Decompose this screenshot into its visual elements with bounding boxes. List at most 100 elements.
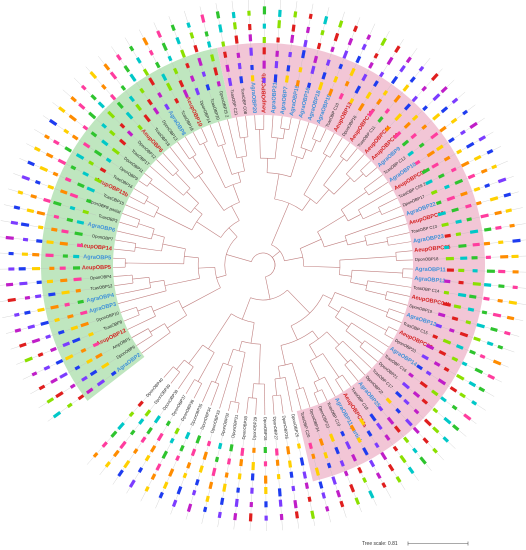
motif-block <box>137 124 143 131</box>
branch-line <box>350 282 367 286</box>
motif-block <box>484 227 492 232</box>
leaf-label: DponOBP30 <box>241 415 249 440</box>
motif-block <box>32 266 41 271</box>
leaf-label: AeupOBPC10b <box>261 73 267 113</box>
motif-block <box>512 238 521 243</box>
motif-block <box>344 80 350 87</box>
motif-block <box>60 278 68 283</box>
motif-block <box>381 482 387 489</box>
motif-block <box>295 80 300 87</box>
branch-line <box>347 240 367 246</box>
motif-block <box>483 283 492 287</box>
motif-block <box>349 483 356 493</box>
motif-block <box>412 391 421 399</box>
clade-band-green <box>40 47 232 401</box>
branch-line <box>198 175 225 211</box>
motif-block <box>5 235 14 240</box>
motif-block <box>104 461 111 468</box>
branch-line <box>335 316 350 328</box>
motif-block <box>274 61 279 69</box>
motif-block <box>421 398 429 405</box>
branch-line <box>358 189 394 211</box>
branch-line <box>284 256 303 262</box>
motif-block <box>451 97 459 104</box>
branch-line <box>228 227 238 238</box>
motif-block <box>368 61 374 69</box>
motif-block <box>117 469 124 477</box>
motif-block <box>94 177 102 184</box>
motif-block <box>367 109 375 117</box>
motif-block <box>191 489 197 496</box>
motif-block <box>305 26 311 34</box>
branch-line <box>120 306 137 313</box>
branch-line <box>153 300 179 312</box>
motif-block <box>405 418 413 427</box>
motif-block <box>262 47 266 55</box>
motif-block <box>59 372 68 379</box>
motif-block <box>418 142 425 149</box>
motif-block <box>75 153 85 160</box>
branch-line <box>274 378 277 396</box>
motif-block <box>186 22 191 28</box>
motif-block <box>164 103 170 111</box>
motif-block <box>111 147 120 155</box>
branch-line <box>203 142 226 189</box>
leaf-label: DponOBP32 <box>220 412 230 437</box>
branch-arc <box>190 203 199 213</box>
leaf-label: DponOBP4 <box>90 274 112 281</box>
motif-block <box>195 435 202 444</box>
branch-line <box>186 191 199 204</box>
motif-block <box>120 85 127 91</box>
motif-block <box>215 11 221 19</box>
branch-arc <box>365 280 368 291</box>
motif-block <box>485 255 491 260</box>
branch-line <box>323 158 344 186</box>
branch-line <box>272 251 281 258</box>
branch-line <box>116 230 152 240</box>
motif-block <box>325 506 330 512</box>
motif-block <box>33 146 41 152</box>
branch-line <box>149 280 165 283</box>
motif-block <box>189 75 196 82</box>
motif-block <box>262 6 267 15</box>
branch-line <box>138 180 148 187</box>
leaf-label: DponOBP29 <box>252 416 258 440</box>
motif-block <box>486 148 494 155</box>
branch-line <box>144 173 153 180</box>
motif-block <box>444 279 451 284</box>
motif-block <box>263 446 267 454</box>
branch-line <box>309 360 320 380</box>
motif-block <box>438 350 447 356</box>
motif-block <box>75 288 81 293</box>
motif-block <box>409 76 416 83</box>
motif-block <box>205 495 210 503</box>
motif-block <box>37 225 44 230</box>
motif-block <box>82 171 90 177</box>
motif-block <box>96 379 106 387</box>
motif-block <box>444 233 451 238</box>
branch-line <box>219 366 233 409</box>
motif-block <box>278 499 283 507</box>
motif-block <box>70 96 77 103</box>
motif-block <box>299 457 305 466</box>
motif-block <box>421 85 428 92</box>
motif-block <box>287 460 293 468</box>
motif-block <box>473 336 481 342</box>
motif-block <box>495 225 502 230</box>
motif-block <box>90 94 97 101</box>
clade-highlight-layer <box>40 42 486 482</box>
motif-block <box>430 73 439 82</box>
motif-block <box>401 139 410 147</box>
leaf-label: DponOBP25 <box>291 414 301 439</box>
branch-line <box>231 205 240 221</box>
branch-arc <box>163 280 167 291</box>
motif-block <box>161 450 169 460</box>
motif-block <box>375 422 383 431</box>
motif-block <box>480 213 489 219</box>
motif-block <box>217 442 223 450</box>
motif-block <box>59 266 66 270</box>
motif-block <box>440 86 448 94</box>
motif-block <box>465 203 472 209</box>
branch-line <box>141 332 171 354</box>
motif-block <box>72 266 81 270</box>
